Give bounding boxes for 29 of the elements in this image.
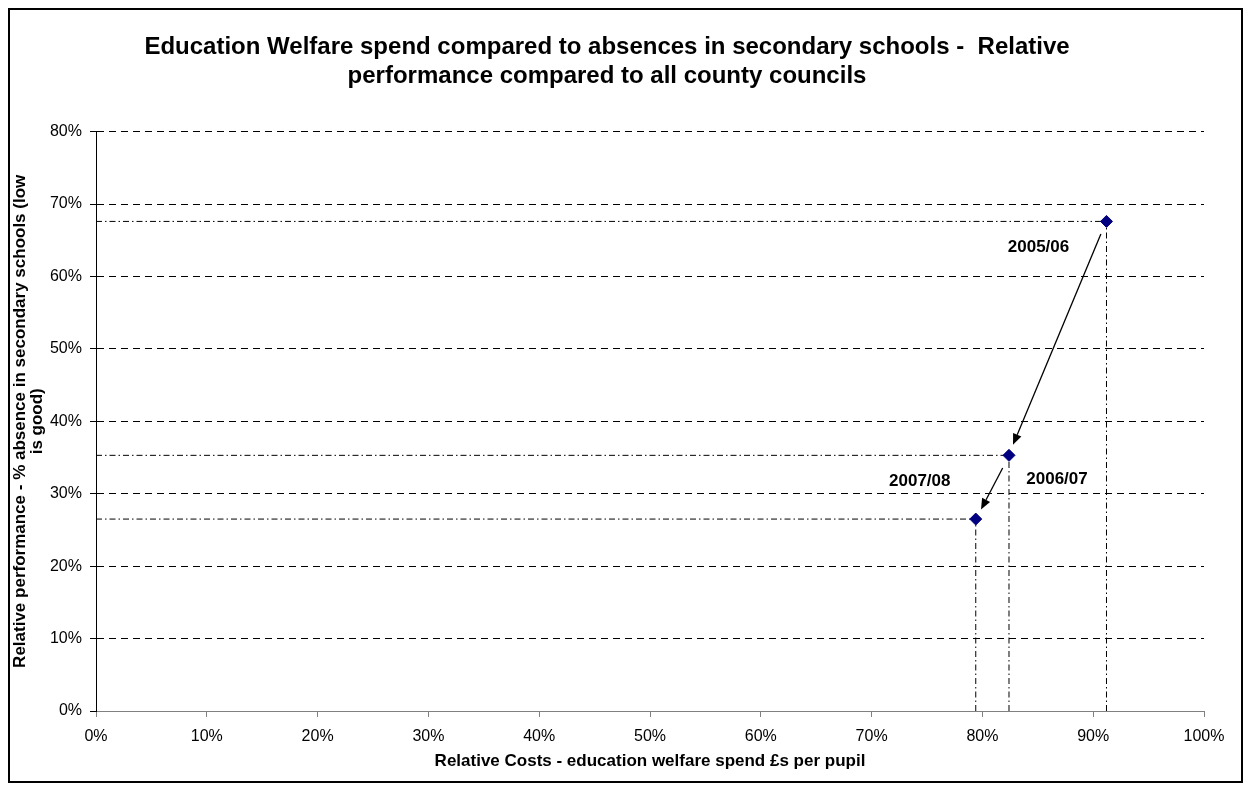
y-tick-label: 0% bbox=[58, 701, 82, 719]
x-tick-label: 10% bbox=[190, 727, 223, 745]
x-axis-title: Relative Costs - education welfare spend £s per pupil bbox=[434, 751, 866, 771]
x-tick-label: 80% bbox=[966, 727, 999, 745]
annotation: 2006/07 bbox=[1026, 469, 1088, 489]
y-tick-label: 10% bbox=[49, 628, 82, 646]
x-tick-label: 50% bbox=[633, 727, 667, 745]
point bbox=[1002, 448, 1016, 462]
x-tick-label: 90% bbox=[1077, 727, 1110, 745]
x-tick-label: 30% bbox=[412, 727, 445, 745]
chart-title: Education Welfare spend compared to absences in secondary schools - Relative performance compared to all county councils bbox=[144, 32, 1070, 88]
y-tick-label: 50% bbox=[49, 339, 82, 357]
point bbox=[1100, 214, 1113, 228]
x-tick-label: 70% bbox=[855, 727, 888, 745]
y-tick-label: 60% bbox=[49, 266, 82, 284]
y-axis-title: Relative performance - % absence in secondary schools (low is good) bbox=[9, 173, 47, 668]
annotation: 2005/06 bbox=[1007, 237, 1070, 257]
x-tick-label: 40% bbox=[523, 727, 556, 745]
y-tick-label: 40% bbox=[49, 411, 82, 429]
x-tick-label: 100% bbox=[1183, 727, 1225, 745]
x-tick-label: 60% bbox=[744, 727, 777, 745]
y-tick-label: 80% bbox=[49, 122, 82, 140]
x-tick-label: 0% bbox=[84, 727, 108, 745]
point bbox=[969, 512, 983, 526]
y-tick-label: 70% bbox=[49, 194, 82, 212]
x-tick-label: 20% bbox=[301, 727, 334, 745]
y-tick-label: 30% bbox=[49, 484, 82, 502]
annotation: 2007/08 bbox=[889, 470, 951, 490]
y-tick-label: 20% bbox=[49, 556, 82, 574]
